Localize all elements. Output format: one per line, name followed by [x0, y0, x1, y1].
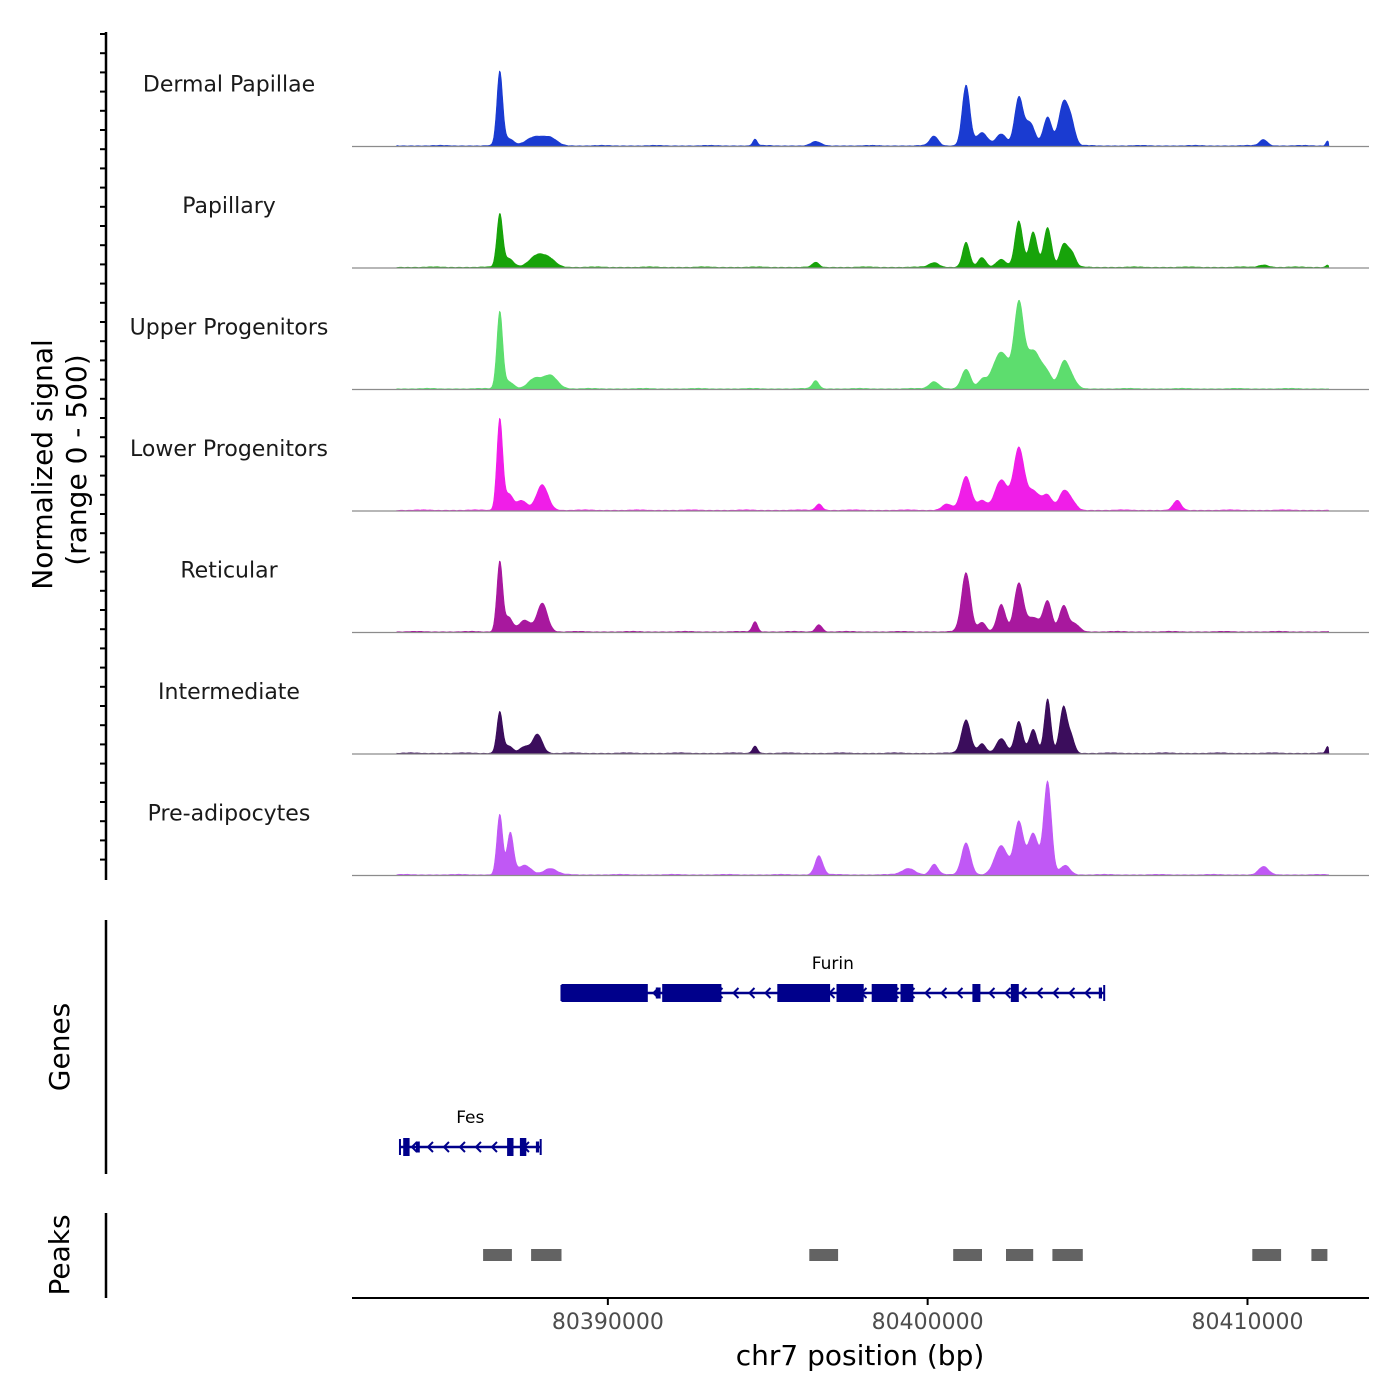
track-label-dermal-papillae: Dermal Papillae — [143, 73, 315, 98]
strand-arrow — [1052, 987, 1060, 999]
peaks-track — [483, 1249, 1328, 1261]
track-dermal-papillae: Dermal Papillae — [143, 70, 1369, 148]
signal-tracks: Dermal Papillae Papillary Upper Progenitor… — [130, 70, 1369, 877]
strand-arrow — [956, 987, 964, 999]
strand-arrow — [1084, 987, 1092, 999]
strand-arrow — [924, 987, 932, 999]
coverage-area-intermediate — [396, 698, 1330, 755]
strand-arrow — [1068, 987, 1076, 999]
exon — [871, 984, 898, 1002]
peak-region — [531, 1249, 562, 1261]
coverage-area-pre-adipocytes — [396, 780, 1330, 876]
signal-axis — [100, 32, 108, 880]
exon — [403, 1138, 410, 1156]
genes-track: Furin Fes — [398, 954, 1106, 1156]
track-reticular: Reticular — [180, 559, 1369, 634]
strand-arrow — [410, 1141, 418, 1153]
exon — [416, 1141, 420, 1153]
strand-arrow — [748, 987, 756, 999]
track-pre-adipocytes: Pre-adipocytes — [148, 780, 1369, 877]
coverage-area-upper-progenitors — [396, 299, 1330, 390]
x-tick-label: 80410000 — [1191, 1310, 1303, 1335]
exon — [777, 984, 831, 1002]
signal-axis-ticks — [100, 33, 106, 861]
exon — [1098, 987, 1102, 999]
strand-arrow — [474, 1141, 482, 1153]
peak-region — [1006, 1249, 1034, 1261]
peak-region — [1252, 1249, 1282, 1261]
gene-label-fes: Fes — [456, 1108, 484, 1128]
strand-arrow — [1036, 987, 1044, 999]
peak-region — [1052, 1249, 1083, 1261]
strand-arrow — [1020, 987, 1028, 999]
gene-fes: Fes — [398, 1108, 542, 1156]
x-tick-label: 80400000 — [872, 1310, 984, 1335]
strand-arrow — [490, 1141, 498, 1153]
coverage-area-reticular — [396, 560, 1330, 633]
exon — [535, 1141, 540, 1153]
strand-arrow — [732, 987, 740, 999]
strand-arrow — [458, 1141, 466, 1153]
strand-arrow — [1004, 987, 1012, 999]
track-label-intermediate: Intermediate — [158, 680, 300, 705]
gene-label-furin: Furin — [812, 954, 854, 974]
coverage-area-lower-progenitors — [396, 417, 1330, 512]
exon — [662, 984, 722, 1002]
exon — [900, 984, 914, 1002]
strand-arrow — [940, 987, 948, 999]
track-label-reticular: Reticular — [180, 559, 278, 584]
exon — [561, 984, 648, 1002]
peaks-axis-title: Peaks — [43, 1214, 76, 1295]
x-axis-ticks: 80390000 80400000 80410000 — [552, 1298, 1303, 1335]
signal-axis-title-line2: (range 0 - 500) — [60, 354, 93, 565]
track-intermediate: Intermediate — [158, 680, 1369, 755]
strand-arrow — [442, 1141, 450, 1153]
signal-axis-title-line1: Normalized signal — [26, 339, 59, 590]
signal-axis-title: Normalized signal (range 0 - 500) — [26, 330, 93, 589]
exon — [655, 987, 661, 999]
track-upper-progenitors: Upper Progenitors — [130, 299, 1369, 391]
coverage-area-dermal-papillae — [396, 70, 1330, 147]
exon — [507, 1138, 514, 1156]
peak-region — [809, 1249, 839, 1261]
strand-arrow — [988, 987, 996, 999]
x-axis-title: chr7 position (bp) — [736, 1339, 985, 1372]
strand-arrow — [426, 1141, 434, 1153]
track-label-lower-progenitors: Lower Progenitors — [130, 437, 328, 462]
peak-region — [953, 1249, 982, 1261]
exon — [972, 984, 981, 1002]
track-label-upper-progenitors: Upper Progenitors — [130, 316, 329, 341]
track-lower-progenitors: Lower Progenitors — [130, 417, 1369, 512]
peak-region — [483, 1249, 512, 1261]
x-axis: 80390000 80400000 80410000 chr7 position (… — [352, 1297, 1369, 1372]
gene-furin: Furin — [560, 954, 1106, 1002]
track-label-papillary: Papillary — [182, 194, 276, 219]
peak-region — [1311, 1249, 1328, 1261]
exon — [1010, 984, 1019, 1002]
track-papillary: Papillary — [182, 194, 1369, 269]
track-label-pre-adipocytes: Pre-adipocytes — [148, 802, 311, 827]
exon — [519, 1138, 527, 1156]
exon — [836, 984, 864, 1002]
genes-axis-title: Genes — [43, 1003, 76, 1091]
coverage-area-papillary — [396, 213, 1330, 269]
x-tick-label: 80390000 — [552, 1310, 664, 1335]
strand-arrow — [764, 987, 772, 999]
